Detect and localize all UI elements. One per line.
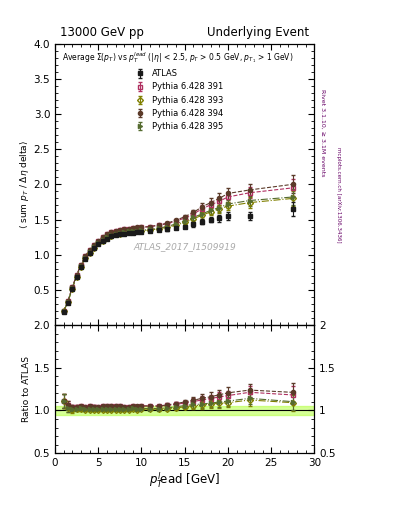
Text: Underlying Event: Underlying Event (207, 26, 309, 39)
Text: 13000 GeV pp: 13000 GeV pp (60, 26, 144, 39)
Text: Rivet 3.1.10, ≥ 3.1M events: Rivet 3.1.10, ≥ 3.1M events (320, 90, 325, 177)
X-axis label: $p_T^l\!$ead [GeV]: $p_T^l\!$ead [GeV] (149, 471, 220, 490)
Text: mcplots.cern.ch [arXiv:1306.3436]: mcplots.cern.ch [arXiv:1306.3436] (336, 147, 341, 242)
Text: ATLAS_2017_I1509919: ATLAS_2017_I1509919 (133, 242, 236, 251)
Legend: ATLAS, Pythia 6.428 391, Pythia 6.428 393, Pythia 6.428 394, Pythia 6.428 395: ATLAS, Pythia 6.428 391, Pythia 6.428 39… (59, 48, 296, 134)
Bar (55, 406, 314, 415)
Y-axis label: $\langle$ sum $p_T$ / $\Delta\eta$ delta$\rangle$: $\langle$ sum $p_T$ / $\Delta\eta$ delta… (18, 140, 31, 229)
Y-axis label: Ratio to ATLAS: Ratio to ATLAS (22, 356, 31, 422)
